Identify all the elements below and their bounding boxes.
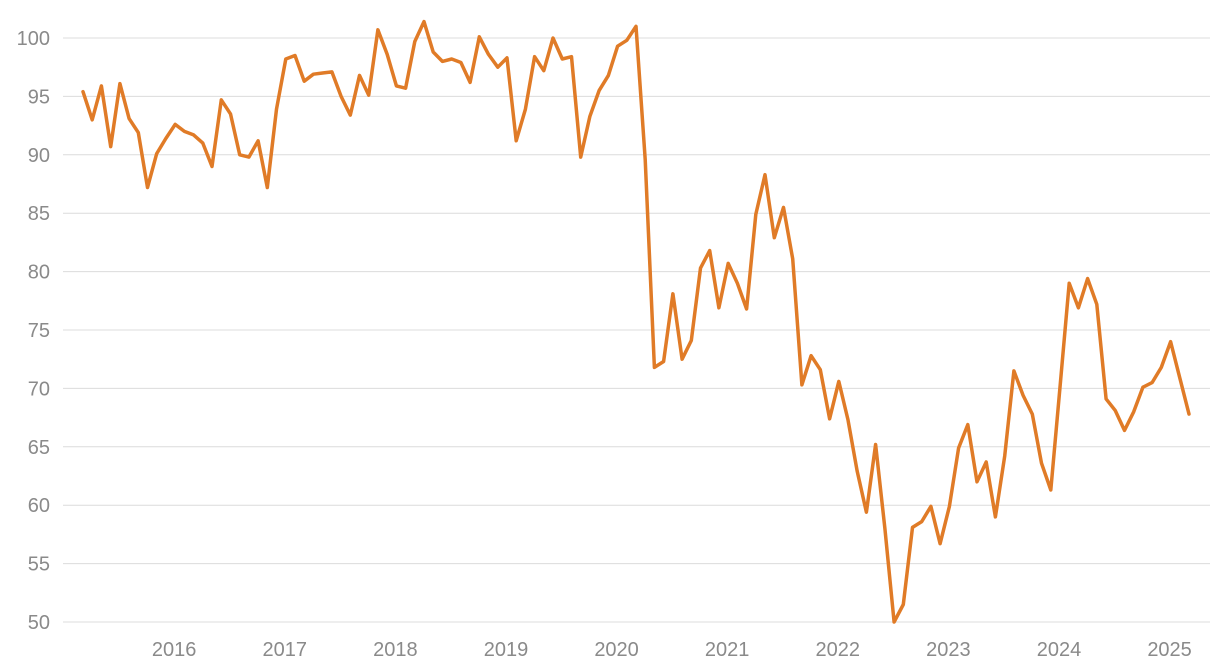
x-tick-label: 2017 (263, 639, 308, 661)
x-tick-label: 2018 (373, 639, 418, 661)
y-tick-label: 95 (28, 86, 50, 108)
x-tick-label: 2025 (1147, 639, 1192, 661)
y-tick-label: 85 (28, 203, 50, 225)
y-tick-label: 75 (28, 320, 50, 342)
x-tick-label: 2019 (484, 639, 529, 661)
x-axis-tick-labels: 2016 2017 2018 2019 2020 2021 2022 2023 2024 2025 (152, 639, 1192, 661)
x-tick-label: 2022 (816, 639, 861, 661)
x-tick-label: 2023 (926, 639, 971, 661)
series-lines (81, 19, 1191, 624)
x-tick-label: 2024 (1037, 639, 1082, 661)
y-tick-label: 65 (28, 437, 50, 459)
grid-lines (63, 37, 1210, 623)
y-tick-label: 70 (28, 378, 50, 400)
y-tick-label: 60 (28, 495, 50, 517)
y-tick-label: 50 (28, 612, 50, 634)
x-tick-label: 2021 (705, 639, 750, 661)
y-tick-label: 80 (28, 262, 50, 284)
x-tick-label: 2016 (152, 639, 197, 661)
y-tick-label: 90 (28, 145, 50, 167)
y-axis-tick-labels: 50 55 60 65 70 75 80 85 90 95 100 (17, 28, 50, 634)
x-tick-label: 2020 (594, 639, 639, 661)
series-line-0 (81, 19, 1191, 624)
y-tick-label: 55 (28, 554, 50, 576)
y-tick-label: 100 (17, 28, 50, 50)
